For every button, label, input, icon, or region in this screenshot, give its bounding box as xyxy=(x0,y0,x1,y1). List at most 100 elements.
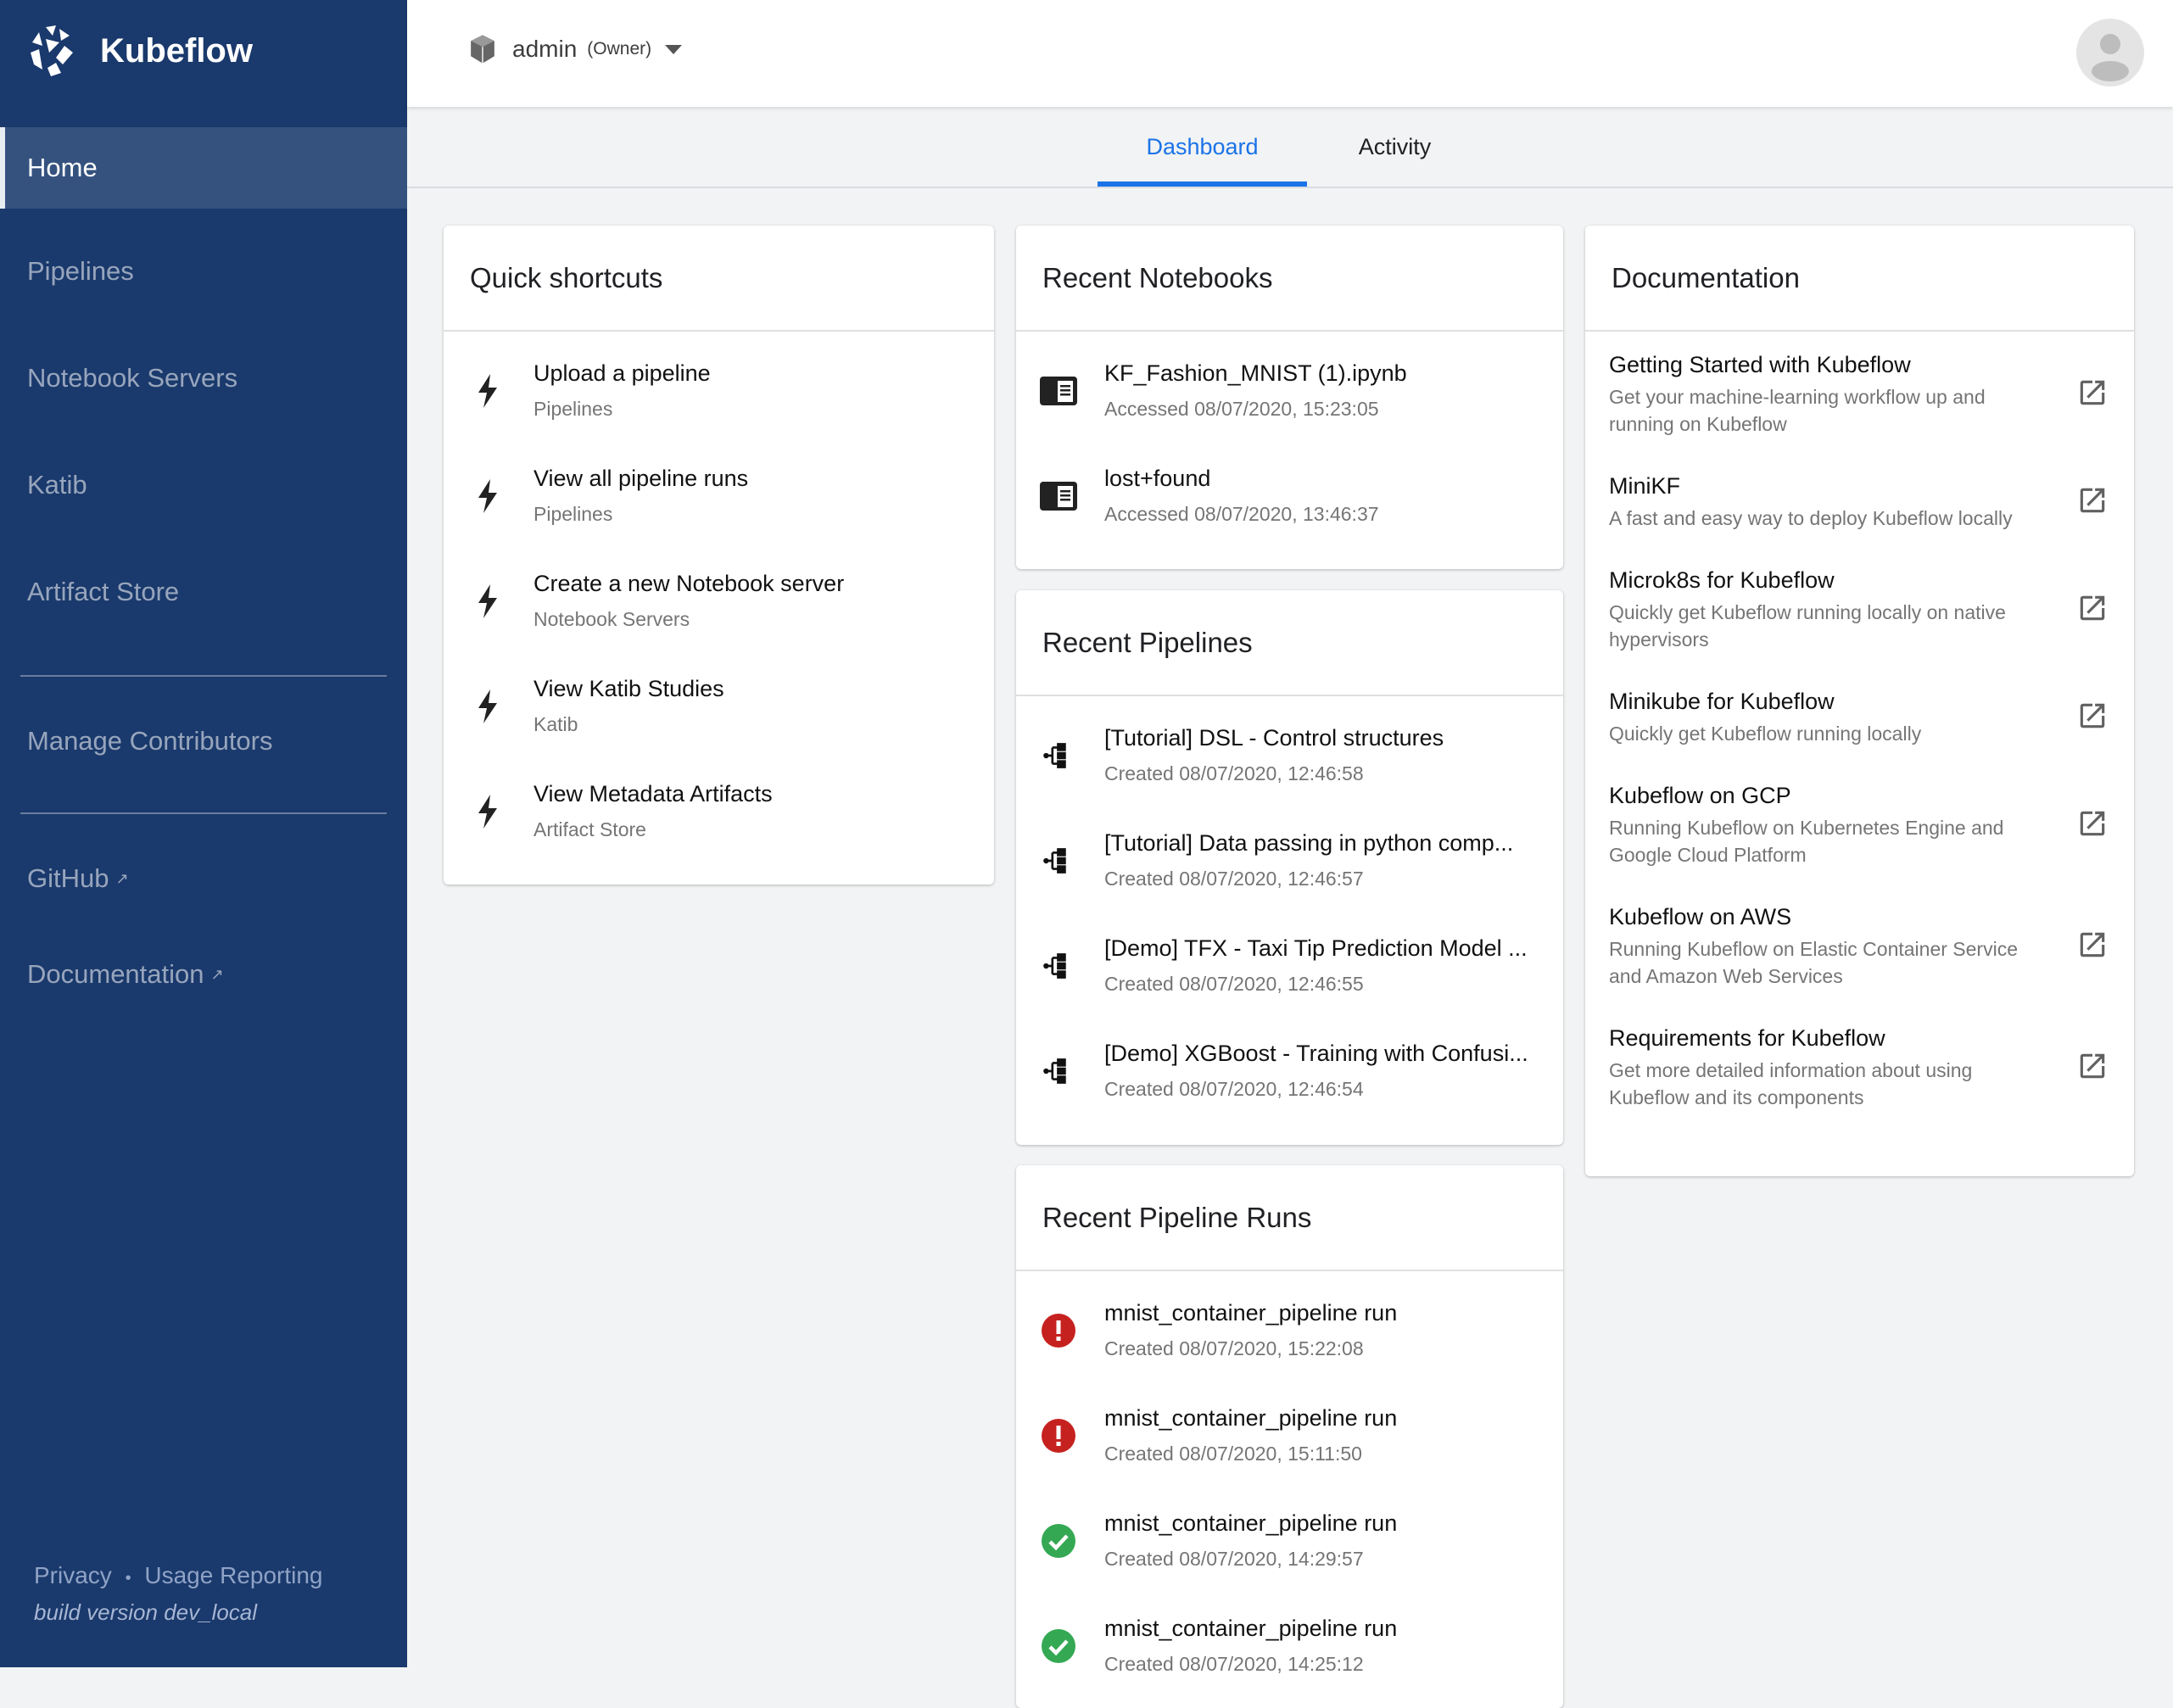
sidebar-item-artifact-store[interactable]: Artifact Store xyxy=(0,551,407,633)
documentation-link[interactable]: Minikube for Kubeflow Quickly get Kubeflo… xyxy=(1585,672,2134,766)
card-title: Documentation xyxy=(1585,226,2134,332)
sidebar-link-documentation[interactable]: Documentation ↗ xyxy=(0,934,407,1015)
item-title: Upload a pipeline xyxy=(533,360,711,386)
item-title: [Tutorial] Data passing in python comp..… xyxy=(1104,829,1514,856)
doc-title: MiniKF xyxy=(1609,473,1681,499)
notebook-item[interactable]: KF_Fashion_MNIST (1).ipynb Accessed 08/07… xyxy=(1016,338,1563,444)
sidebar: Kubeflow Home Pipelines Notebook Servers… xyxy=(0,0,407,1667)
kubeflow-logo-icon xyxy=(31,25,73,76)
avatar[interactable] xyxy=(2076,19,2144,87)
item-subtitle: Accessed 08/07/2020, 15:23:05 xyxy=(1104,397,1379,420)
doc-title: Minikube for Kubeflow xyxy=(1609,689,1835,714)
divider xyxy=(20,675,387,677)
shortcut-item[interactable]: View Katib Studies Katib xyxy=(444,654,994,759)
shortcut-item[interactable]: View all pipeline runs Pipelines xyxy=(444,444,994,549)
divider xyxy=(20,812,387,814)
pipeline-item[interactable]: [Demo] TFX - Taxi Tip Prediction Model .… xyxy=(1016,913,1563,1019)
lightning-bolt-icon xyxy=(469,477,506,515)
shortcut-item[interactable]: View Metadata Artifacts Artifact Store xyxy=(444,759,994,864)
sidebar-item-katib[interactable]: Katib xyxy=(0,444,407,526)
documentation-link[interactable]: Microk8s for Kubeflow Quickly get Kubeflo… xyxy=(1585,550,2134,672)
pipeline-item[interactable]: [Demo] XGBoost - Training with Confusi..… xyxy=(1016,1019,1563,1124)
item-subtitle: Created 08/07/2020, 12:46:57 xyxy=(1104,867,1364,890)
pipeline-item[interactable]: [Tutorial] Data passing in python comp..… xyxy=(1016,808,1563,913)
quick-shortcuts-card: Quick shortcuts Upload a pipeline Pipelin… xyxy=(444,226,994,885)
sidebar-item-label: Pipelines xyxy=(27,256,134,286)
notebook-icon xyxy=(1040,372,1077,410)
doc-title: Kubeflow on AWS xyxy=(1609,904,1792,929)
tab-dashboard[interactable]: Dashboard xyxy=(1098,107,1307,187)
item-title: mnist_container_pipeline run xyxy=(1104,1615,1398,1641)
sidebar-item-label: Notebook Servers xyxy=(27,363,238,393)
item-title: KF_Fashion_MNIST (1).ipynb xyxy=(1104,360,1407,386)
pipeline-icon xyxy=(1036,737,1074,774)
shortcut-item[interactable]: Upload a pipeline Pipelines xyxy=(444,338,994,444)
cube-icon xyxy=(471,35,494,64)
item-subtitle: Accessed 08/07/2020, 13:46:37 xyxy=(1104,502,1379,525)
documentation-link[interactable]: Requirements for Kubeflow Get more detail… xyxy=(1585,1008,2134,1130)
success-status-icon xyxy=(1040,1627,1077,1665)
doc-title: Microk8s for Kubeflow xyxy=(1609,567,1835,593)
open-in-new-icon[interactable] xyxy=(2076,807,2109,844)
usage-reporting-link[interactable]: Usage Reporting xyxy=(144,1562,323,1588)
card-title: Recent Pipeline Runs xyxy=(1016,1165,1563,1271)
tab-activity[interactable]: Activity xyxy=(1358,133,1432,159)
recent-pipeline-runs-card: Recent Pipeline Runs mnist_container_pip… xyxy=(1016,1165,1563,1708)
doc-description: Get more detailed information about usin… xyxy=(1609,1059,1973,1108)
sidebar-item-manage-contributors[interactable]: Manage Contributors xyxy=(0,701,407,782)
item-subtitle: Notebook Servers xyxy=(533,607,690,630)
separator: • xyxy=(125,1569,131,1588)
documentation-link[interactable]: Getting Started with Kubeflow Get your ma… xyxy=(1585,335,2134,456)
item-subtitle: Pipelines xyxy=(533,502,613,525)
tab-bar: Dashboard Activity xyxy=(407,107,2173,188)
doc-description: Quickly get Kubeflow running locally xyxy=(1609,723,1922,745)
lightning-bolt-icon xyxy=(469,583,506,620)
item-subtitle: Created 08/07/2020, 15:11:50 xyxy=(1104,1442,1362,1465)
item-title: mnist_container_pipeline run xyxy=(1104,1404,1398,1431)
open-in-new-icon[interactable] xyxy=(2076,484,2109,521)
item-subtitle: Created 08/07/2020, 12:46:54 xyxy=(1104,1077,1364,1100)
sidebar-item-label: Katib xyxy=(27,470,87,500)
sidebar-item-label: Artifact Store xyxy=(27,577,180,606)
open-in-new-icon[interactable] xyxy=(2076,1050,2109,1086)
sidebar-item-label: Manage Contributors xyxy=(27,726,273,756)
pipeline-run-item[interactable]: mnist_container_pipeline run Created 08/0… xyxy=(1016,1594,1563,1699)
namespace-selector[interactable]: admin (Owner) xyxy=(468,34,683,64)
account-icon xyxy=(2092,34,2129,81)
item-title: mnist_container_pipeline run xyxy=(1104,1299,1398,1326)
pipeline-item[interactable]: [Tutorial] DSL - Control structures Creat… xyxy=(1016,703,1563,808)
documentation-link[interactable]: Kubeflow on AWS Running Kubeflow on Elast… xyxy=(1585,887,2134,1008)
open-in-new-icon[interactable] xyxy=(2076,700,2109,736)
sidebar-item-notebook-servers[interactable]: Notebook Servers xyxy=(0,338,407,419)
pipeline-run-item[interactable]: mnist_container_pipeline run Created 08/0… xyxy=(1016,1278,1563,1383)
sidebar-item-label: Home xyxy=(27,153,98,182)
privacy-link[interactable]: Privacy xyxy=(34,1562,112,1588)
item-title: lost+found xyxy=(1104,465,1211,491)
notebook-icon xyxy=(1040,477,1077,515)
item-subtitle: Created 08/07/2020, 14:25:12 xyxy=(1104,1652,1364,1675)
open-in-new-icon[interactable] xyxy=(2076,377,2109,413)
sidebar-item-label: GitHub xyxy=(27,863,109,893)
doc-title: Requirements for Kubeflow xyxy=(1609,1025,1885,1051)
error-status-icon xyxy=(1040,1312,1077,1349)
external-link-icon: ↗ xyxy=(210,965,224,983)
open-in-new-icon[interactable] xyxy=(2076,592,2109,628)
doc-description: Get your machine-learning workflow up an… xyxy=(1609,386,1986,435)
shortcut-item[interactable]: Create a new Notebook server Notebook Ser… xyxy=(444,549,994,654)
documentation-link[interactable]: MiniKF A fast and easy way to deploy Kube… xyxy=(1585,456,2134,550)
footer-links: Privacy • Usage Reporting xyxy=(34,1562,323,1589)
item-title: View Metadata Artifacts xyxy=(533,780,773,807)
kubeflow-logo[interactable]: Kubeflow xyxy=(27,24,253,78)
notebook-item[interactable]: lost+found Accessed 08/07/2020, 13:46:37 xyxy=(1016,444,1563,549)
sidebar-link-github[interactable]: GitHub ↗ xyxy=(0,838,407,919)
card-title: Recent Pipelines xyxy=(1016,590,1563,696)
documentation-link[interactable]: Kubeflow on GCP Running Kubeflow on Kuber… xyxy=(1585,766,2134,887)
doc-title: Kubeflow on GCP xyxy=(1609,783,1791,808)
pipeline-run-item[interactable]: mnist_container_pipeline run Created 08/0… xyxy=(1016,1383,1563,1488)
doc-description: A fast and easy way to deploy Kubeflow l… xyxy=(1609,507,2013,529)
open-in-new-icon[interactable] xyxy=(2076,929,2109,965)
sidebar-item-pipelines[interactable]: Pipelines xyxy=(0,231,407,312)
namespace-name: admin xyxy=(512,36,578,62)
pipeline-run-item[interactable]: mnist_container_pipeline run Created 08/0… xyxy=(1016,1488,1563,1594)
sidebar-item-home[interactable]: Home xyxy=(0,127,407,209)
